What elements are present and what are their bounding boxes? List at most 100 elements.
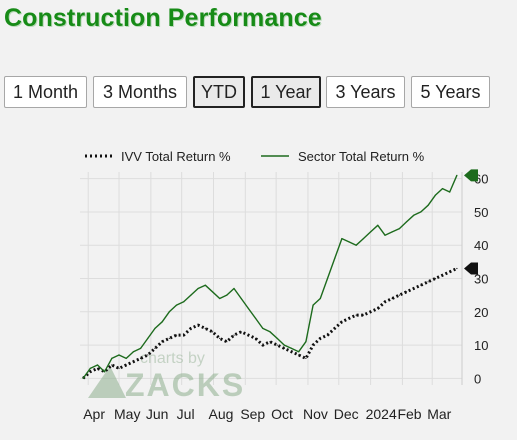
ivv-data-point [190,327,192,329]
y-tick-label: 40 [474,238,488,253]
sector-data-point [269,331,271,333]
sector-data-point [154,327,156,329]
sector-data-point [434,194,436,196]
sector-data-point [276,337,278,339]
zacks-logo-icon [88,366,126,398]
sector-data-point [104,371,106,373]
y-tick-label: 30 [474,272,488,287]
ivv-data-point [441,274,444,276]
sector-data-point [305,341,307,343]
sector-data-point [348,241,350,243]
sector-data-point [161,321,163,323]
sector-data-point [398,228,400,230]
sector-data-point [341,238,343,240]
ivv-data-point [255,337,257,339]
series-lines [82,174,458,380]
x-tick-label: Mar [427,406,451,422]
performance-chart: charts by ZACKS 0 10 20 30 40 50 60 Apr May Jun Ju… [0,130,517,435]
sector-data-point [240,297,242,300]
sector-end-marker [464,169,478,182]
sector-data-point [132,351,134,353]
ivv-data-point [89,371,91,373]
legend-sector-label: Sector Total Return % [298,149,425,164]
ivv-data-point [204,327,206,329]
ivv-data-point [197,324,199,326]
sector-data-point [197,287,199,290]
sector-data-point [219,297,221,300]
ivv-data-point [449,271,451,273]
sector-data-point [82,377,84,379]
end-markers [464,169,478,275]
ivv-data-point [168,337,170,339]
ivv-data-point [211,331,214,333]
sector-data-point [255,317,257,319]
ivv-data-point [283,347,285,349]
sector-data-point [413,214,415,216]
ivv-data-point [276,344,278,346]
sector-data-point [262,327,264,329]
ivv-data-point [319,337,321,339]
x-tick-label: 2024 [366,406,397,422]
ivv-data-point [140,357,142,359]
x-tick-label: Apr [83,406,105,422]
ivv-data-point [219,337,221,339]
sector-data-point [362,238,364,240]
x-tick-label: Sep [240,406,265,422]
x-tick-label: Jul [177,406,195,422]
ivv-data-point [434,277,436,280]
ivv-data-point [125,364,127,366]
ivv-data-point [240,331,242,333]
sector-data-point [449,191,451,193]
watermark-line2: ZACKS [125,367,245,403]
sector-data-point [441,188,444,190]
ivv-data-point [233,334,235,336]
ivv-data-point [355,314,357,316]
ivv-data-point [147,354,149,356]
range-button-3-years[interactable]: 3 Years [326,76,405,108]
sector-data-point [211,291,214,293]
ivv-data-point [118,367,120,369]
sector-data-point [456,174,458,176]
sector-data-point [96,364,99,366]
sector-data-point [312,304,314,306]
y-tick-label: 20 [474,305,488,320]
sector-data-point [370,231,372,233]
zacks-watermark: charts by ZACKS [88,350,245,403]
ivv-data-point [247,334,249,336]
sector-data-point [319,297,321,300]
x-tick-label: Jun [146,406,169,422]
ivv-data-point [420,284,422,286]
range-button-ytd[interactable]: YTD [193,76,245,108]
range-button-1-month[interactable]: 1 Month [4,76,87,108]
series-sector-line [82,175,458,379]
sector-data-point [183,301,185,303]
page-title: Construction Performance [4,4,322,32]
y-tick-label: 0 [474,371,481,386]
watermark-line1: charts by [140,350,205,367]
ivv-end-marker [464,262,478,275]
ivv-data-point [413,287,415,290]
x-tick-label: May [114,406,140,422]
ivv-data-point [154,347,156,349]
range-button-5-years[interactable]: 5 Years [411,76,490,108]
ivv-data-point [269,341,271,343]
ivv-data-point [384,301,386,303]
ivv-data-point [362,314,364,316]
range-button-3-months[interactable]: 3 Months [93,76,187,108]
sector-data-point [204,284,206,286]
ivv-data-point [96,367,99,369]
sector-data-point [89,367,91,369]
y-tick-label: 10 [474,338,488,353]
ivv-data-point [183,334,185,336]
sector-data-point [384,234,386,236]
y-tick-label: 50 [474,205,488,220]
range-button-1-year[interactable]: 1 Year [251,76,321,108]
series-ivv-line [82,267,458,380]
sector-data-point [283,344,285,346]
ivv-data-point [312,344,314,346]
x-tick-label: Aug [208,406,233,422]
ivv-data-point [298,354,300,356]
ivv-data-point [427,281,429,283]
sector-data-point [125,357,127,359]
gridlines [80,172,462,385]
